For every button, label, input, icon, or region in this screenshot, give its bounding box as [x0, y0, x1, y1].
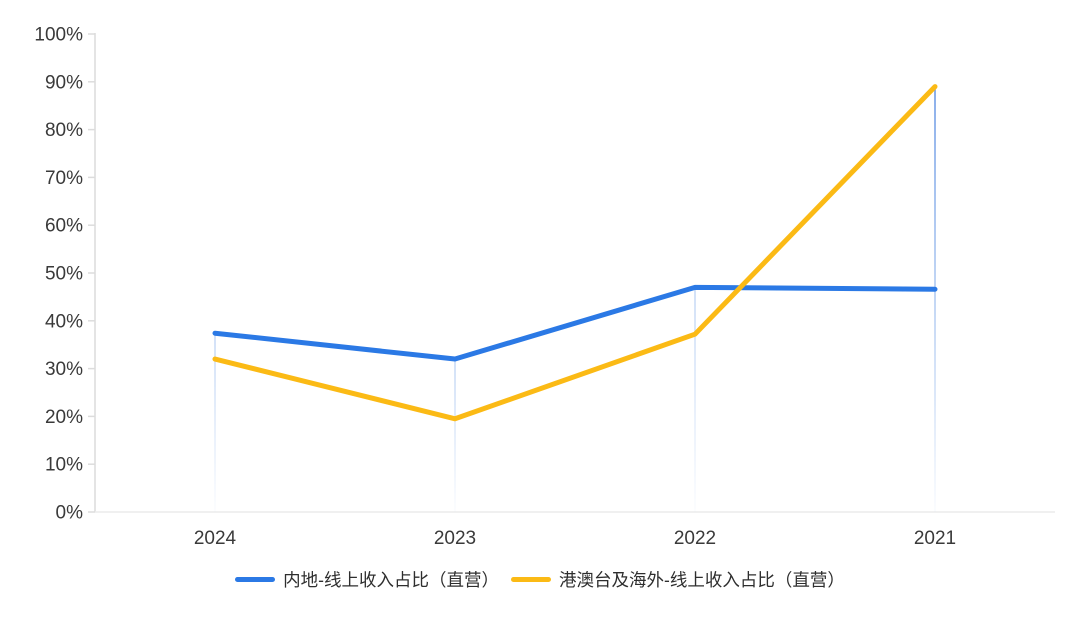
legend-swatch-overseas-icon	[511, 576, 551, 582]
drop-line-2022	[694, 287, 696, 512]
x-tick-label: 2023	[434, 528, 476, 549]
legend-label-overseas: 港澳台及海外-线上收入占比（直营）	[559, 569, 845, 590]
y-tick-label: 40%	[45, 311, 83, 332]
y-tick-label: 100%	[34, 25, 83, 46]
legend-item-mainland[interactable]: 内地-线上收入占比（直营）	[235, 567, 499, 592]
y-tick-label: 30%	[45, 359, 83, 380]
x-tick-label: 2021	[914, 528, 956, 549]
y-tick-label: 70%	[45, 168, 83, 189]
drop-line-2024	[214, 333, 216, 512]
x-tick-label: 2022	[674, 528, 716, 549]
drop-line-2023	[454, 359, 456, 512]
y-tick-label: 0%	[56, 503, 84, 524]
series-line-1	[212, 84, 938, 422]
y-tick-label: 50%	[45, 264, 83, 285]
legend: 内地-线上收入占比（直营） 港澳台及海外-线上收入占比（直营）	[0, 563, 1080, 595]
legend-item-overseas[interactable]: 港澳台及海外-线上收入占比（直营）	[511, 567, 845, 592]
legend-swatch-mainland-icon	[235, 576, 276, 582]
drop-line-2021	[934, 86, 936, 512]
y-tick-label: 90%	[45, 72, 83, 93]
legend-label-mainland: 内地-线上收入占比（直营）	[283, 569, 499, 590]
y-tick-label: 80%	[45, 120, 83, 141]
y-tick-label: 20%	[45, 407, 83, 428]
y-tick-label: 10%	[45, 455, 83, 476]
y-tick-label: 60%	[45, 216, 83, 237]
series-line-0	[212, 284, 938, 362]
x-tick-label: 2024	[194, 528, 237, 549]
